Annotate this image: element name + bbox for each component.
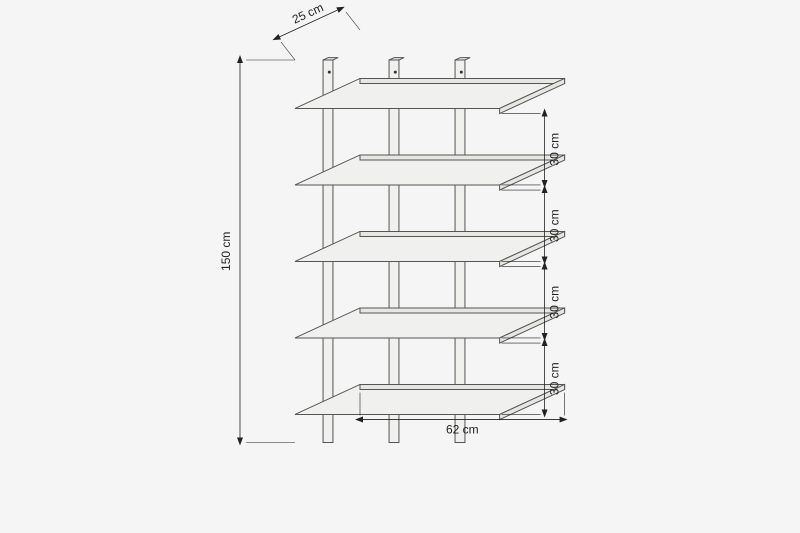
upright-top [455,58,470,60]
mount-hole [328,71,331,74]
dimension-label: 30 cm [548,362,562,395]
dimension-label: 30 cm [548,286,562,319]
shelf-front-edge [360,384,565,389]
dimension-label: 30 cm [548,209,562,242]
dimension-label: 150 cm [219,232,233,271]
mount-hole [460,71,463,74]
shelf-front-edge [360,78,565,83]
extension-line [281,42,295,60]
dimension-label: 62 cm [446,423,479,437]
shelf-technical-drawing: 25 cm 150 cm 62 cm 30 cm 30 cm 30 cm 30 cm [0,0,800,533]
shelf-front-edge [360,231,565,236]
shelf-front-edge [360,308,565,313]
mount-hole [394,71,397,74]
dimension-label: 30 cm [548,133,562,166]
dimension-label: 25 cm [290,0,326,26]
upright-top [323,58,338,60]
shelf-front-edge [360,155,565,160]
upright-top [389,58,404,60]
extension-line [346,12,360,30]
